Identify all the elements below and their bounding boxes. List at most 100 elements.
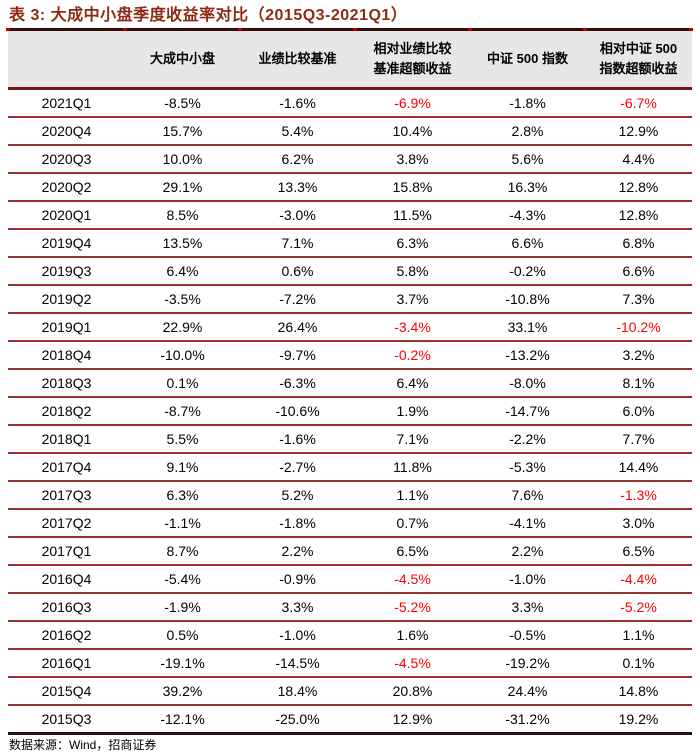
quarter-cell: 2019Q1 [8, 313, 125, 342]
quarter-cell: 2020Q2 [8, 173, 125, 202]
value-cell: 3.3% [470, 593, 585, 622]
value-cell: 6.6% [585, 257, 692, 286]
value-cell: 1.9% [355, 397, 470, 426]
header-row: 大成中小盘 业绩比较基准 相对业绩比较 基准超额收益 中证 500 指数 相对中… [6, 26, 693, 90]
table-row: 2019Q4 13.5% 7.1% 6.3% 6.6% 6.8% [8, 229, 692, 258]
value-cell: 6.2% [240, 145, 355, 174]
value-cell: 6.3% [355, 229, 470, 258]
value-cell: 1.1% [355, 481, 470, 510]
value-cell: -10.6% [240, 397, 355, 426]
value-cell: 0.1% [125, 369, 240, 398]
col-header-fund: 大成中小盘 [123, 26, 240, 90]
value-cell: 3.3% [240, 593, 355, 622]
value-cell: -2.2% [470, 425, 585, 454]
table-row: 2017Q1 8.7% 2.2% 6.5% 2.2% 6.5% [8, 537, 692, 566]
quarter-cell: 2016Q2 [8, 621, 125, 650]
value-cell: -4.1% [470, 509, 585, 538]
quarter-cell: 2016Q1 [8, 649, 125, 678]
value-cell: 0.6% [240, 257, 355, 286]
quarter-cell: 2017Q3 [8, 481, 125, 510]
value-cell: 8.1% [585, 369, 692, 398]
value-cell: 6.8% [585, 229, 692, 258]
value-cell: -19.2% [470, 649, 585, 678]
value-cell: 26.4% [240, 313, 355, 342]
value-cell: 14.4% [585, 453, 692, 482]
table-row: 2020Q2 29.1% 13.3% 15.8% 16.3% 12.8% [8, 173, 692, 202]
value-cell: 12.8% [585, 201, 692, 230]
header-label: 业绩比较基准 [258, 51, 337, 66]
value-cell: -5.2% [585, 593, 692, 622]
value-cell: 5.4% [240, 117, 355, 146]
quarter-cell: 2020Q4 [8, 117, 125, 146]
value-cell: -4.5% [355, 649, 470, 678]
table-row: 2019Q2 -3.5% -7.2% 3.7% -10.8% 7.3% [8, 285, 692, 314]
value-cell: -0.2% [470, 257, 585, 286]
value-cell: 12.9% [585, 117, 692, 146]
value-cell: -1.6% [240, 88, 355, 118]
value-cell: -1.6% [240, 425, 355, 454]
value-cell: 8.5% [125, 201, 240, 230]
quarter-cell: 2017Q4 [8, 453, 125, 482]
table-header: 大成中小盘 业绩比较基准 相对业绩比较 基准超额收益 中证 500 指数 相对中… [6, 26, 693, 90]
value-cell: 15.7% [125, 117, 240, 146]
table-row: 2018Q3 0.1% -6.3% 6.4% -8.0% 8.1% [8, 369, 692, 398]
value-cell: 5.8% [355, 257, 470, 286]
quarter-cell: 2018Q2 [8, 397, 125, 426]
value-cell: -5.4% [125, 565, 240, 594]
value-cell: 33.1% [470, 313, 585, 342]
value-cell: 1.6% [355, 621, 470, 650]
table-row: 2020Q3 10.0% 6.2% 3.8% 5.6% 4.4% [8, 145, 692, 174]
value-cell: 29.1% [125, 173, 240, 202]
quarter-cell: 2020Q1 [8, 201, 125, 230]
quarter-cell: 2019Q4 [8, 229, 125, 258]
value-cell: 20.8% [355, 677, 470, 706]
quarter-cell: 2021Q1 [8, 88, 125, 118]
value-cell: 12.9% [355, 705, 470, 735]
table-row: 2018Q2 -8.7% -10.6% 1.9% -14.7% 6.0% [8, 397, 692, 426]
table-row: 2018Q1 5.5% -1.6% 7.1% -2.2% 7.7% [8, 425, 692, 454]
source-note: 数据来源：Wind，招商证券 [9, 738, 157, 752]
table-row: 2019Q1 22.9% 26.4% -3.4% 33.1% -10.2% [8, 313, 692, 342]
value-cell: 7.1% [355, 425, 470, 454]
value-cell: 16.3% [470, 173, 585, 202]
value-cell: 6.4% [125, 257, 240, 286]
value-cell: -2.7% [240, 453, 355, 482]
value-cell: -19.1% [125, 649, 240, 678]
value-cell: -1.1% [125, 509, 240, 538]
value-cell: -8.5% [125, 88, 240, 118]
value-cell: 1.1% [585, 621, 692, 650]
quarter-cell: 2015Q4 [8, 677, 125, 706]
table-row: 2017Q3 6.3% 5.2% 1.1% 7.6% -1.3% [8, 481, 692, 510]
quarter-cell: 2018Q3 [8, 369, 125, 398]
value-cell: -14.5% [240, 649, 355, 678]
value-cell: -0.9% [240, 565, 355, 594]
value-cell: 7.6% [470, 481, 585, 510]
value-cell: 18.4% [240, 677, 355, 706]
value-cell: -5.2% [355, 593, 470, 622]
value-cell: 2.2% [240, 537, 355, 566]
value-cell: -1.8% [470, 88, 585, 118]
value-cell: 6.5% [585, 537, 692, 566]
header-label: 中证 500 指数 [487, 51, 568, 66]
value-cell: 5.5% [125, 425, 240, 454]
value-cell: -1.9% [125, 593, 240, 622]
value-cell: 0.7% [355, 509, 470, 538]
value-cell: 3.8% [355, 145, 470, 174]
table-row: 2016Q4 -5.4% -0.9% -4.5% -1.0% -4.4% [8, 565, 692, 594]
value-cell: 3.7% [355, 285, 470, 314]
quarter-cell: 2019Q3 [8, 257, 125, 286]
value-cell: 2.8% [470, 117, 585, 146]
quarter-cell: 2018Q4 [8, 341, 125, 370]
value-cell: 13.5% [125, 229, 240, 258]
value-cell: 19.2% [585, 705, 692, 735]
value-cell: -4.5% [355, 565, 470, 594]
header-label: 指数超额收益 [599, 61, 678, 76]
value-cell: 11.8% [355, 453, 470, 482]
value-cell: 22.9% [125, 313, 240, 342]
table-row: 2016Q3 -1.9% 3.3% -5.2% 3.3% -5.2% [8, 593, 692, 622]
quarter-cell: 2019Q2 [8, 285, 125, 314]
value-cell: -4.4% [585, 565, 692, 594]
value-cell: 24.4% [470, 677, 585, 706]
quarter-cell: 2017Q1 [8, 537, 125, 566]
